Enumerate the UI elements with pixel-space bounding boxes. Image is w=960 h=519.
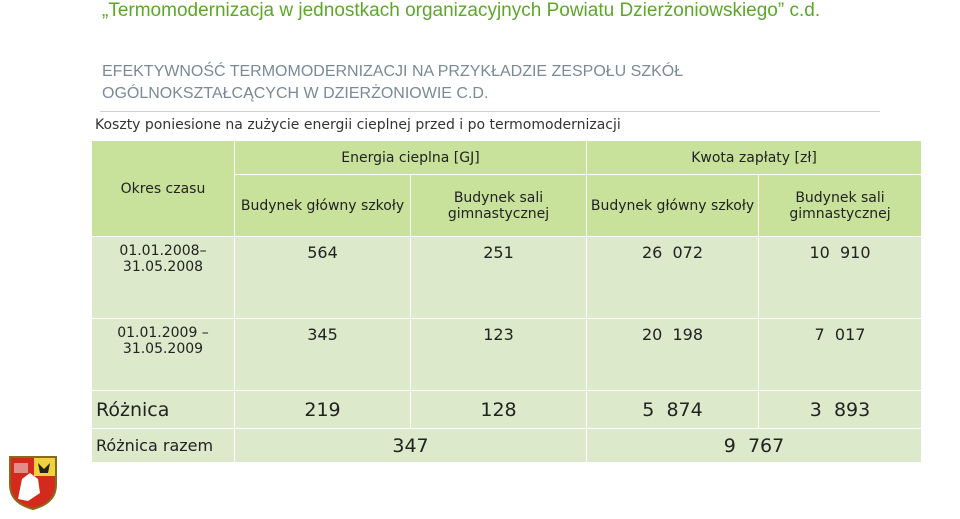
difference-value: 5 874 [586, 390, 759, 429]
difference-label: Różnica [91, 390, 235, 429]
subheader-energy-gym: Budynek sali gimnastycznej [410, 174, 587, 237]
divider [100, 111, 880, 112]
header-period: Okres czasu [91, 140, 235, 237]
header-energy: Energia cieplna [GJ] [234, 140, 587, 175]
coat-of-arms-icon [8, 455, 58, 511]
difference-value: 219 [234, 390, 411, 429]
difference-value: 3 893 [758, 390, 922, 429]
subheader-cost-main: Budynek główny szkoły [586, 174, 759, 237]
subheader-cost-gym: Budynek sali gimnastycznej [758, 174, 922, 237]
header-cost: Kwota zapłaty [zł] [586, 140, 922, 175]
subheader-energy-main: Budynek główny szkoły [234, 174, 411, 237]
difference-row: Różnica 219 128 5 874 3 893 [91, 390, 922, 429]
section-subtitle: EFEKTYWNOŚĆ TERMOMODERNIZACJI NA PRZYKŁA… [102, 63, 684, 102]
row-value: 26 072 [586, 236, 759, 319]
row-value: 564 [234, 236, 411, 319]
total-difference-label: Różnica razem [91, 428, 235, 463]
total-difference-row: Różnica razem 347 9 767 [91, 428, 922, 463]
cost-table: Okres czasu Energia cieplna [GJ] Kwota z… [91, 140, 922, 463]
row-period: 01.01.2009 – 31.05.2009 [91, 318, 235, 391]
total-difference-energy: 347 [234, 428, 587, 463]
page-title: „Termomodernizacja w jednostkach organiz… [102, 0, 821, 21]
row-value: 20 198 [586, 318, 759, 391]
row-value: 123 [410, 318, 587, 391]
row-value: 7 017 [758, 318, 922, 391]
row-period: 01.01.2008– 31.05.2008 [91, 236, 235, 319]
row-value: 345 [234, 318, 411, 391]
table-row: 01.01.2009 – 31.05.2009 345 123 20 198 7… [91, 318, 922, 391]
total-difference-cost: 9 767 [586, 428, 922, 463]
table-caption: Koszty poniesione na zużycie energii cie… [95, 117, 621, 133]
row-value: 10 910 [758, 236, 922, 319]
row-value: 251 [410, 236, 587, 319]
table-row: 01.01.2008– 31.05.2008 564 251 26 072 10… [91, 236, 922, 319]
difference-value: 128 [410, 390, 587, 429]
